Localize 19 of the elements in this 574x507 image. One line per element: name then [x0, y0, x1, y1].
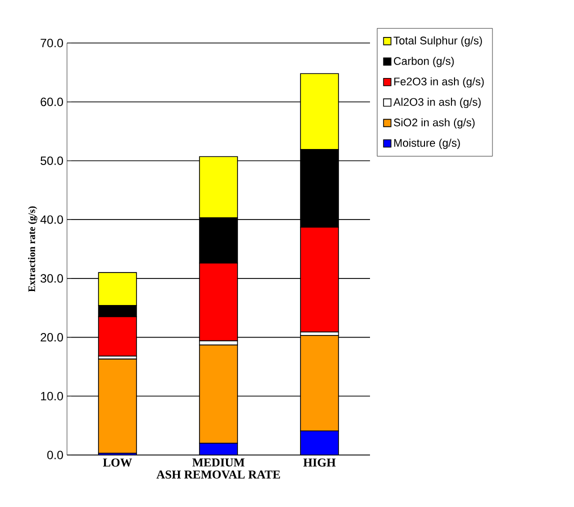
x-tick-label: LOW [103, 458, 132, 467]
legend-label: Moisture (g/s) [394, 138, 460, 149]
x-tick-label: HIGH [303, 458, 336, 467]
x-tick-label: MEDIUM [192, 458, 244, 466]
y-tick-label: 30.0 [40, 274, 63, 283]
y-tick-label: 50.0 [40, 156, 63, 165]
legend-label: SiO2 in ash (g/s) [394, 118, 475, 129]
y-axis-title: Extraction rate (g/s) [28, 206, 38, 292]
legend-label: Total Sulphur (g/s) [394, 36, 482, 47]
x-axis-title: ASH REMOVAL RATE [156, 470, 280, 479]
legend-label: Fe2O3 in ash (g/s) [394, 77, 484, 88]
legend-label: Al2O3 in ash (g/s) [393, 98, 481, 108]
y-tick-label: 40.0 [40, 215, 63, 224]
y-tick-label: 70.0 [40, 38, 63, 48]
y-tick-label: 10.0 [41, 392, 63, 400]
y-tick-label: 60.0 [40, 98, 63, 106]
y-tick-label: 20.0 [40, 333, 63, 342]
y-tick-label: 0.0 [47, 450, 64, 460]
legend-label: Carbon (g/s) [394, 56, 454, 68]
